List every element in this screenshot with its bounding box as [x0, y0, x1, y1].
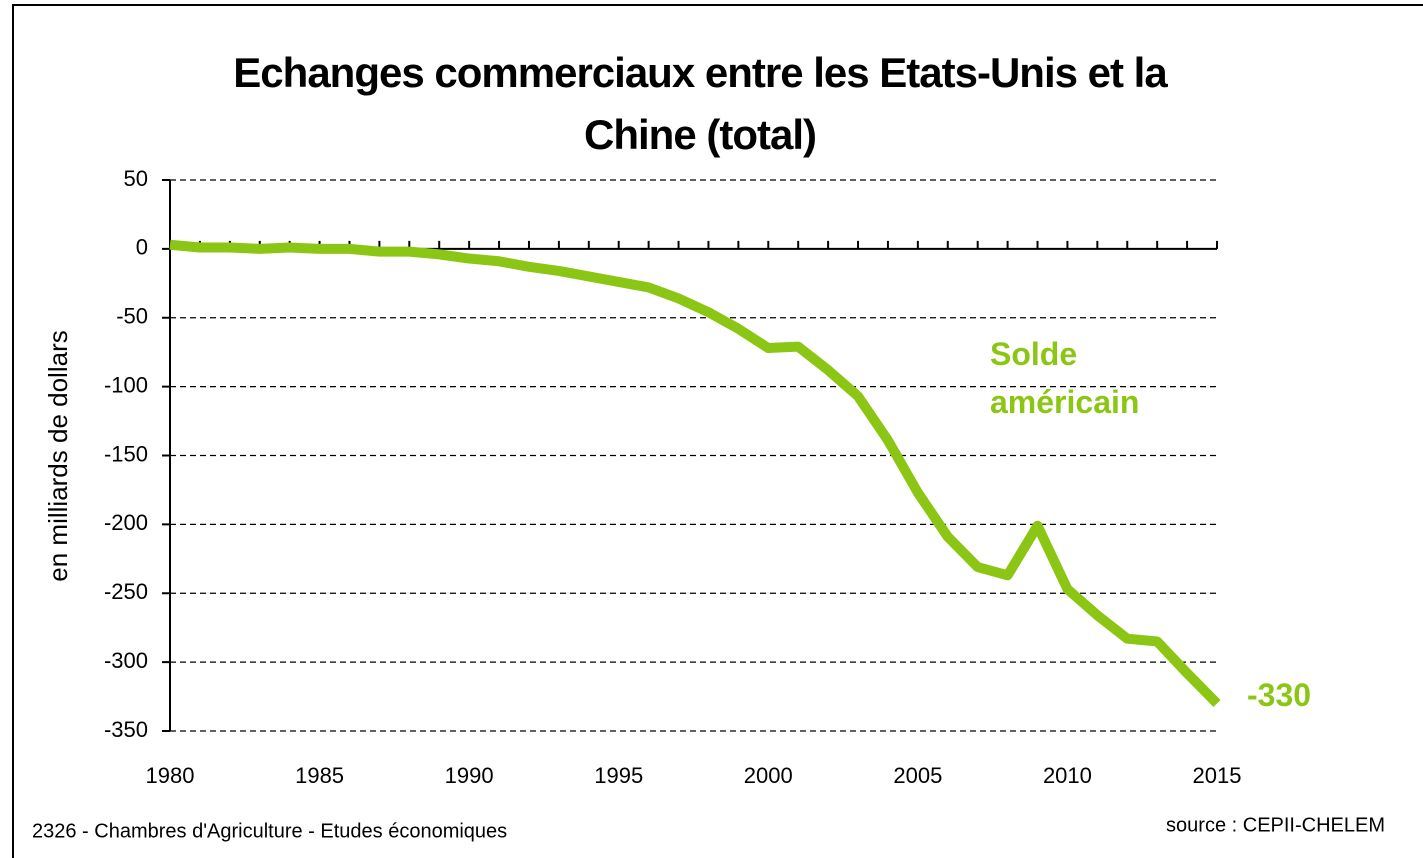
frame [12, 4, 1423, 858]
x-tick-label: 1980 [146, 763, 195, 788]
chart-title: Echanges commerciaux entre les Etats-Uni… [233, 49, 1167, 158]
footer: 2326 - Chambres d'Agriculture - Etudes é… [32, 820, 507, 842]
y-axis-label: en milliards de dollars [43, 330, 73, 581]
y-tick-label: 50 [124, 166, 148, 191]
x-tick-label: 1985 [295, 763, 344, 788]
end-value-label: -330 [1247, 677, 1311, 713]
y-tick-label: -200 [104, 510, 148, 535]
y-tick-label: 0 [136, 235, 148, 260]
x-tick-label: 2005 [893, 763, 942, 788]
series-label: Solde américain [990, 336, 1140, 420]
y-tick-label: -300 [104, 648, 148, 673]
y-tick-label: -100 [104, 372, 148, 397]
y-tick-label: -350 [104, 717, 148, 742]
x-tick-label: 2000 [744, 763, 793, 788]
x-tick-label: 1995 [594, 763, 643, 788]
y-tick-label: -150 [104, 441, 148, 466]
x-tick-label: 2015 [1193, 763, 1242, 788]
y-tick-label: -50 [116, 304, 148, 329]
source: source : CEPII-CHELEM [1166, 814, 1385, 836]
data-line [169, 239, 1221, 707]
x-tick-label: 2010 [1043, 763, 1092, 788]
y-tick-label: -250 [104, 579, 148, 604]
x-tick-label: 1990 [445, 763, 494, 788]
